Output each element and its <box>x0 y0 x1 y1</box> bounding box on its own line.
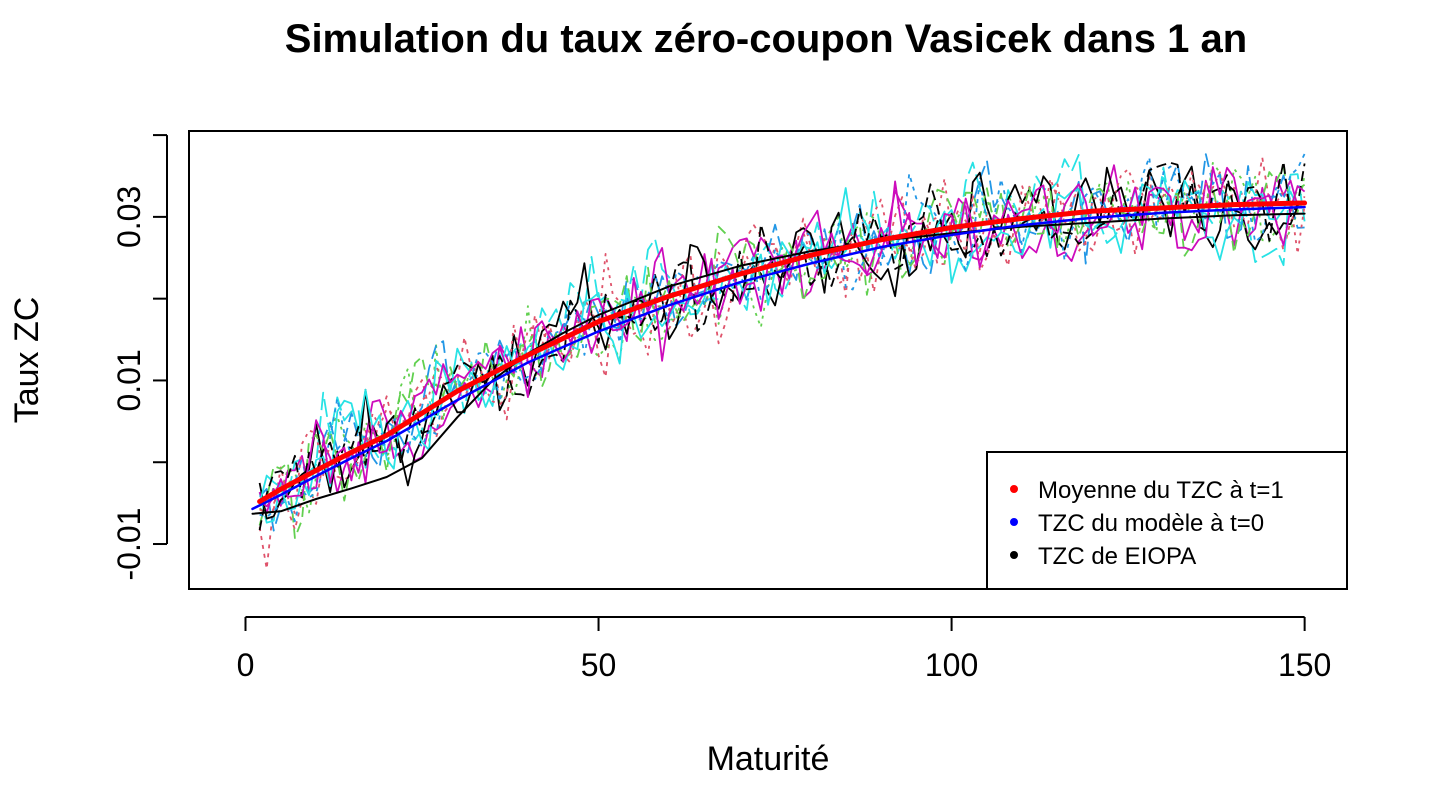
legend: Moyenne du TZC à t=1 TZC du modèle à t=0… <box>986 451 1348 590</box>
simulation-path <box>259 166 1306 508</box>
y-axis-label: Taux ZC <box>8 297 46 424</box>
y-axis: -0.01 0.01 0.03 <box>111 134 168 581</box>
legend-label-model: TZC du modèle à t=0 <box>1038 510 1264 537</box>
x-tick-label: 50 <box>581 647 617 683</box>
chart-title: Simulation du taux zéro-coupon Vasicek d… <box>285 17 1247 61</box>
legend-box <box>986 451 1348 590</box>
curve-mean <box>257 200 1308 504</box>
x-axis-label: Maturité <box>707 740 830 778</box>
legend-marker-mean <box>1010 485 1018 493</box>
plot-box <box>188 130 1348 590</box>
legend-label-eiopa: TZC de EIOPA <box>1038 543 1196 570</box>
x-tick-label: 100 <box>925 647 978 683</box>
simulation-path <box>258 153 1305 532</box>
legend-marker-model <box>1010 518 1018 526</box>
simulation-path <box>259 168 1306 514</box>
curve-eiopa <box>251 212 1306 515</box>
simulation-path <box>258 164 1306 514</box>
y-tick-label: 0.01 <box>111 349 147 411</box>
y-tick-label: -0.01 <box>111 508 147 581</box>
y-tick-label: 0.03 <box>111 186 147 248</box>
plot-area <box>251 153 1308 570</box>
x-axis: 0 50 100 150 <box>237 616 1331 683</box>
reference-curves <box>251 200 1308 515</box>
x-tick-label: 150 <box>1278 647 1331 683</box>
legend-label-mean: Moyenne du TZC à t=1 <box>1038 477 1284 504</box>
x-tick-label: 0 <box>237 647 255 683</box>
curve-model <box>251 205 1306 511</box>
legend-marker-eiopa <box>1010 551 1018 559</box>
